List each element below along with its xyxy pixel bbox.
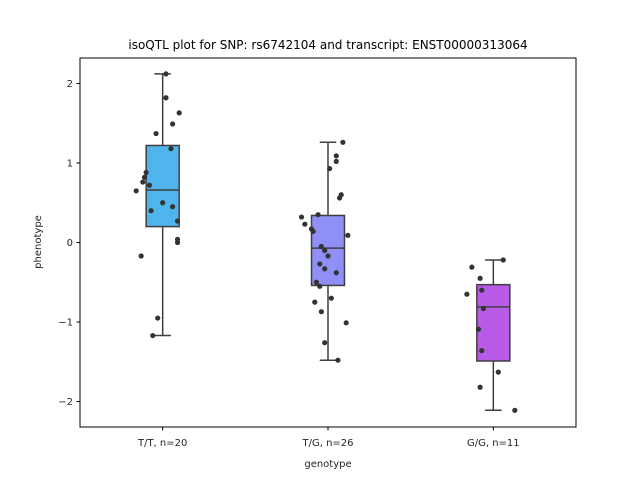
data-point (480, 305, 487, 312)
data-point (340, 139, 346, 145)
data-point (477, 384, 483, 390)
data-point (148, 208, 154, 214)
data-point (479, 348, 485, 354)
data-point (298, 214, 305, 220)
data-point (169, 204, 176, 210)
data-point (317, 283, 323, 289)
data-point (174, 239, 181, 246)
data-point (317, 261, 323, 267)
data-point (133, 188, 139, 194)
data-point (153, 130, 159, 137)
data-point (343, 320, 349, 326)
data-point (495, 369, 501, 375)
data-point (333, 158, 339, 164)
data-point (322, 247, 328, 254)
boxes-layer (145, 73, 511, 412)
data-point (469, 264, 475, 270)
data-point (322, 266, 328, 272)
data-point (318, 243, 324, 250)
data-point (150, 332, 156, 339)
y-tick-label: −1 (58, 318, 73, 329)
data-point (315, 212, 321, 218)
data-point (302, 221, 308, 227)
data-point (138, 253, 144, 259)
x-tick-label: T/T, n=20 (137, 438, 187, 449)
box-iqr (476, 283, 511, 362)
data-point (333, 270, 339, 276)
y-tick-label: −2 (58, 397, 73, 408)
data-point (336, 195, 343, 201)
data-point (163, 95, 169, 101)
x-axis: T/T, n=20 T/G, n=26 G/G, n=11 (137, 427, 520, 449)
box-iqr (310, 214, 346, 287)
data-point (141, 174, 148, 180)
y-tick-label: 1 (67, 158, 73, 169)
y-axis-label: phenotype (33, 215, 44, 269)
box-group (310, 141, 346, 361)
data-point (312, 299, 318, 305)
data-point (325, 253, 331, 259)
data-point (333, 153, 339, 159)
x-tick-label: T/G, n=26 (301, 438, 353, 449)
data-point (140, 179, 146, 185)
y-tick-label: 2 (67, 79, 73, 90)
x-axis-label: genotype (304, 459, 351, 470)
data-point (163, 71, 169, 77)
chart-title: isoQTL plot for SNP: rs6742104 and trans… (128, 38, 527, 52)
data-point (169, 121, 176, 127)
data-point (146, 182, 153, 188)
data-point (313, 279, 320, 285)
data-point (500, 257, 506, 263)
points-layer (133, 71, 518, 413)
data-point (327, 165, 333, 172)
y-axis: 2 1 0 −1 −2 (58, 79, 80, 408)
data-point (345, 232, 351, 238)
data-point (318, 309, 324, 315)
data-point (328, 295, 334, 301)
data-point (322, 340, 328, 346)
data-point (479, 287, 485, 293)
x-tick-label: G/G, n=11 (467, 438, 520, 449)
data-point (512, 407, 518, 413)
data-point (174, 218, 181, 224)
data-point (310, 228, 316, 234)
data-point (335, 357, 341, 363)
data-point (464, 291, 470, 297)
data-point (168, 146, 174, 152)
data-point (155, 315, 161, 321)
data-point (143, 169, 149, 176)
data-point (176, 110, 182, 116)
y-tick-label: 0 (67, 238, 73, 249)
data-point (477, 275, 483, 281)
data-point (160, 200, 166, 206)
data-point (475, 326, 482, 332)
